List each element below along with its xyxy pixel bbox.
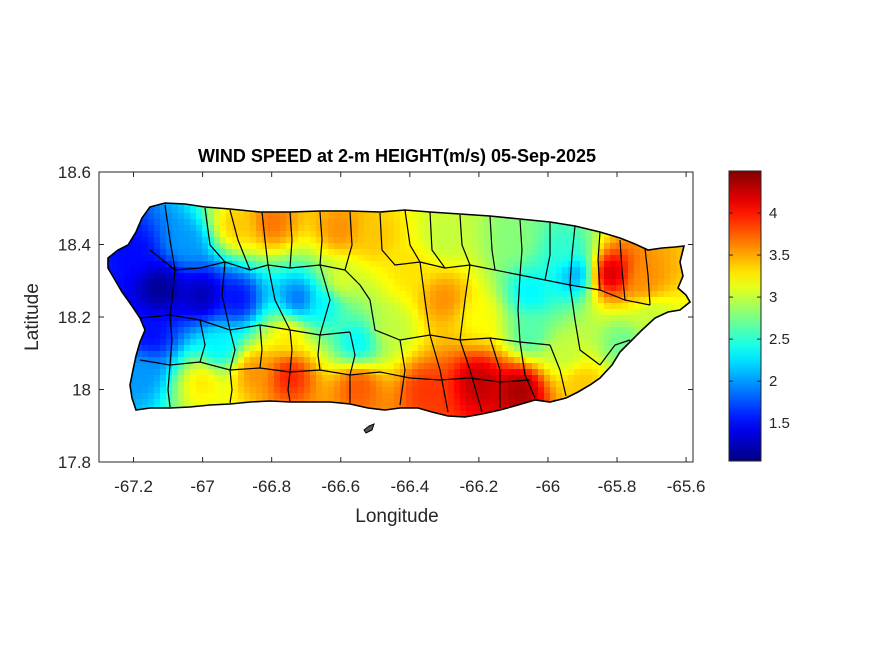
municipality-boundary [167,364,171,408]
x-tick-label: -65.8 [598,477,637,496]
municipality-boundary [517,274,521,343]
municipality-boundary [369,299,551,346]
y-tick: 18.2 [58,308,693,327]
y-tick-label: 18.6 [58,163,91,182]
y-tick-label: 18.4 [58,236,91,255]
municipality-boundary [429,334,449,413]
x-tick: -67 [190,172,215,496]
x-tick: -66.6 [321,172,360,496]
municipality-boundary [379,371,531,383]
island-coastline [107,202,692,418]
colorbar-tick: 4 [729,205,777,222]
y-tick: 17.8 [58,453,693,472]
municipality-boundary [569,225,576,286]
municipality-boundary [199,319,206,363]
x-tick: -66.4 [390,172,429,496]
municipality-boundary [289,211,293,269]
municipality-boundary [221,261,231,331]
municipality-boundary [261,211,346,271]
colorbar-tick-label: 4 [769,205,777,222]
x-tick: -66.8 [252,172,291,496]
y-axis-label: Latitude [22,283,43,351]
municipality-boundary [164,204,176,271]
municipality-boundary [267,264,291,331]
municipality-boundary [459,264,471,341]
colorbar-tick-label: 3 [769,289,777,306]
municipality-boundary [287,371,291,402]
y-tick-label: 18 [72,381,91,400]
municipality-boundary [289,329,293,373]
x-tick: -66 [536,172,561,496]
y-tick-label: 17.8 [58,453,91,472]
x-tick-label: -66.8 [252,477,291,496]
municipality-boundary [149,249,269,271]
municipality-boundary [519,341,536,399]
municipality-boundary [404,209,421,263]
y-axis-ticks: 17.8 18 18.2 18.4 18.6 [58,163,693,472]
x-tick-label: -66 [536,477,561,496]
y-tick: 18 [72,381,693,400]
municipality-boundary [644,247,651,306]
x-tick-label: -66.6 [321,477,360,496]
municipality-boundary [139,314,351,336]
y-tick: 18.6 [58,163,693,182]
colorbar-tick: 3.5 [729,247,790,264]
municipality-boundary [599,339,631,366]
colorbar-tick: 2.5 [729,331,790,348]
municipality-boundary [429,211,496,271]
municipality-boundary [459,214,471,266]
municipality-boundary [169,269,176,316]
municipality-boundary [259,324,263,369]
municipality-boundary [489,337,501,408]
municipality-boundary [317,334,321,371]
chart-title: WIND SPEED at 2-m HEIGHT(m/s) 05-Sep-202… [198,146,596,166]
municipality-boundary [619,239,626,301]
municipality-boundary [229,209,251,271]
x-tick-label: -67 [190,477,215,496]
colorbar-tick: 3 [729,289,777,306]
colorbar-tick: 1.5 [729,415,790,432]
x-tick: -65.6 [667,172,706,496]
x-axis-ticks: -67.2 -67 -66.8 -66.6 -66.4 -66.2 -66 -65.8 -65.… [114,172,705,496]
colorbar-tick-label: 3.5 [769,247,790,264]
colorbar-tick: 2 [729,373,777,390]
x-tick-label: -67.2 [114,477,153,496]
x-tick-label: -65.6 [667,477,706,496]
colorbar-ticks: 1.5 2 2.5 3 3.5 4 [729,205,790,432]
municipality-boundary [419,261,431,336]
x-tick-label: -66.2 [460,477,499,496]
colorbar-tick-label: 2.5 [769,331,790,348]
municipality-boundary [544,222,601,291]
municipality-boundary [344,211,371,301]
municipality-boundary [319,211,323,266]
municipality-boundary [319,264,331,336]
municipality-boundary [549,344,567,397]
municipality-boundary [597,231,651,306]
offshore-islet [363,423,375,434]
y-tick-label: 18.2 [58,308,91,327]
municipality-boundary [489,215,546,281]
municipality-boundary [349,331,356,376]
municipality-boundary [459,339,483,413]
colorbar-tick-label: 2 [769,373,777,390]
municipality-boundary [399,339,406,406]
municipality-boundary [229,329,236,371]
x-tick: -65.8 [598,172,637,496]
municipality-boundary [229,369,233,404]
municipality-boundary [569,284,601,366]
municipality-boundary [379,212,446,269]
x-tick: -67.2 [114,172,153,496]
colorbar [728,170,762,462]
x-tick-label: -66.4 [390,477,429,496]
x-axis-label: Longitude [355,506,438,527]
municipality-boundary [204,207,226,263]
colorbar-tick-label: 1.5 [769,415,790,432]
municipality-boundary [169,314,173,366]
municipality-boundary [519,219,523,276]
y-tick: 18.4 [58,236,693,255]
x-tick: -66.2 [460,172,499,496]
municipality-boundaries [139,204,651,413]
